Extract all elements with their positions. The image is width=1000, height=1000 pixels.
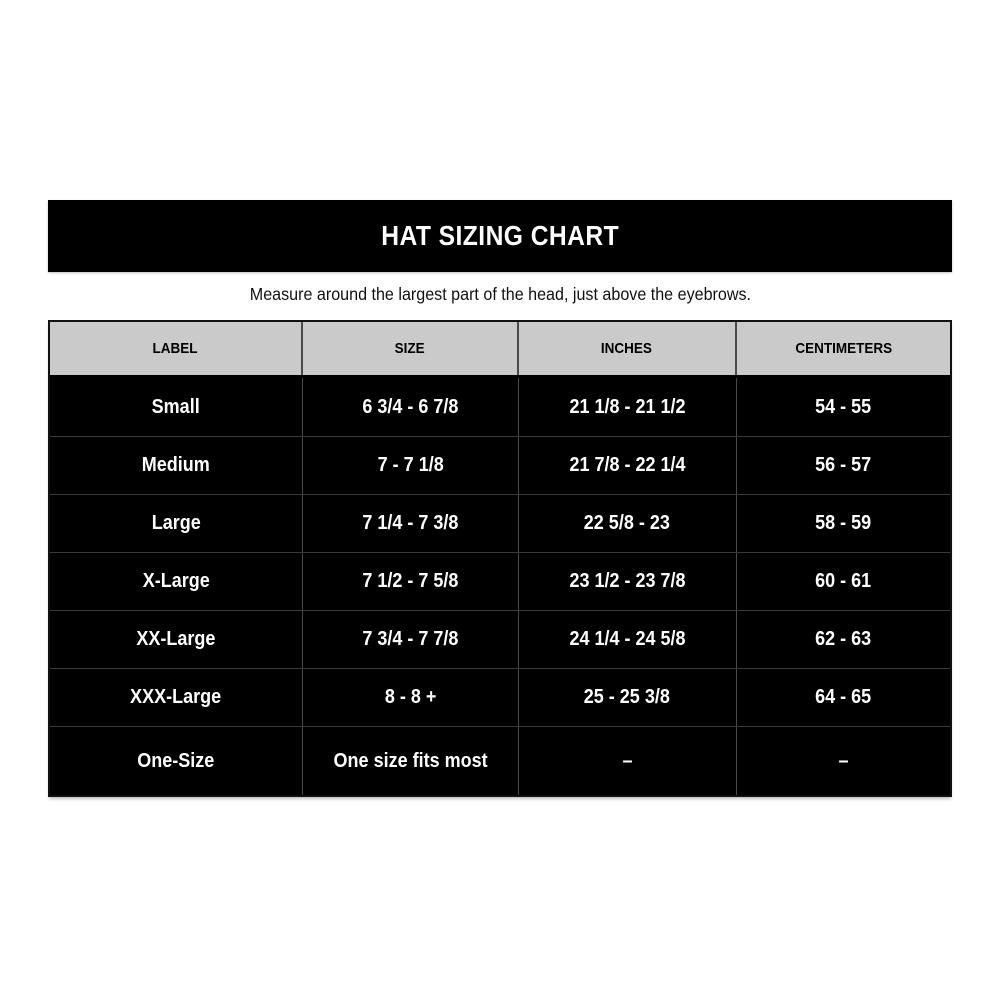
- cell-label: One-Size: [50, 727, 303, 795]
- cell-label: Medium: [50, 437, 303, 494]
- cell-label-text: One-Size: [137, 749, 215, 772]
- title-banner: HAT SIZING CHART: [48, 200, 952, 272]
- cell-label-text: Small: [151, 395, 200, 418]
- cell-size: 8 - 8 +: [303, 669, 519, 726]
- cell-inches: 24 1/4 - 24 5/8: [519, 611, 737, 668]
- cell-label: X-Large: [50, 553, 303, 610]
- table-row-one-size: One-Size One size fits most – –: [50, 726, 950, 795]
- cell-size: 7 1/2 - 7 5/8: [303, 553, 519, 610]
- cell-size: 7 3/4 - 7 7/8: [303, 611, 519, 668]
- cell-inches: 21 7/8 - 22 1/4: [519, 437, 737, 494]
- table-row-xxx-large: XXX-Large 8 - 8 + 25 - 25 3/8 64 - 65: [50, 668, 950, 726]
- column-header-label-text: LABEL: [152, 340, 198, 357]
- table-row-x-large: X-Large 7 1/2 - 7 5/8 23 1/2 - 23 7/8 60…: [50, 552, 950, 610]
- column-header-centimeters-text: CENTIMETERS: [794, 340, 892, 357]
- column-header-size: SIZE: [303, 322, 519, 375]
- cell-size: 7 1/4 - 7 3/8: [303, 495, 519, 552]
- cell-size: 7 - 7 1/8: [303, 437, 519, 494]
- cell-centimeters-text: 54 - 55: [815, 395, 872, 418]
- cell-inches-text: 22 5/8 - 23: [584, 512, 671, 534]
- cell-size-text: 7 3/4 - 7 7/8: [362, 628, 459, 650]
- page-title: HAT SIZING CHART: [381, 220, 619, 251]
- cell-centimeters: 56 - 57: [737, 437, 950, 494]
- cell-centimeters: 62 - 63: [737, 611, 950, 668]
- cell-centimeters-text: 58 - 59: [815, 512, 872, 534]
- cell-centimeters: –: [737, 727, 950, 795]
- cell-inches-text: 25 - 25 3/8: [584, 686, 671, 708]
- table-row-medium: Medium 7 - 7 1/8 21 7/8 - 22 1/4 56 - 57: [50, 436, 950, 494]
- cell-size-text: 6 3/4 - 6 7/8: [362, 395, 459, 418]
- cell-label-text: Large: [151, 512, 201, 534]
- cell-size-text: 8 - 8 +: [384, 686, 437, 708]
- cell-centimeters: 58 - 59: [737, 495, 950, 552]
- cell-inches: 21 1/8 - 21 1/2: [519, 378, 737, 436]
- table-row-large: Large 7 1/4 - 7 3/8 22 5/8 - 23 58 - 59: [50, 494, 950, 552]
- measurement-instructions: Measure around the largest part of the h…: [48, 284, 952, 305]
- cell-centimeters-text: 62 - 63: [815, 628, 872, 650]
- cell-label-text: XX-Large: [136, 628, 216, 650]
- cell-centimeters: 60 - 61: [737, 553, 950, 610]
- cell-centimeters: 54 - 55: [737, 378, 950, 436]
- cell-size: 6 3/4 - 6 7/8: [303, 378, 519, 436]
- sizing-table: LABEL SIZE INCHES CENTIMETERS Small 6 3/…: [48, 320, 952, 797]
- column-header-centimeters: CENTIMETERS: [737, 322, 950, 375]
- cell-label-text: XXX-Large: [130, 686, 222, 708]
- cell-inches-text: –: [622, 749, 633, 772]
- column-header-label: LABEL: [50, 322, 303, 375]
- cell-size-text: One size fits most: [333, 749, 488, 772]
- cell-label-text: Medium: [141, 454, 210, 476]
- cell-inches-text: 23 1/2 - 23 7/8: [569, 570, 686, 592]
- cell-centimeters-text: –: [838, 749, 849, 772]
- measurement-instructions-text: Measure around the largest part of the h…: [249, 284, 751, 304]
- cell-label: XXX-Large: [50, 669, 303, 726]
- cell-inches: 22 5/8 - 23: [519, 495, 737, 552]
- cell-size: One size fits most: [303, 727, 519, 795]
- column-header-inches-text: INCHES: [601, 340, 653, 357]
- cell-size-text: 7 - 7 1/8: [377, 454, 444, 476]
- cell-centimeters: 64 - 65: [737, 669, 950, 726]
- cell-centimeters-text: 60 - 61: [815, 570, 872, 592]
- cell-size-text: 7 1/4 - 7 3/8: [362, 512, 459, 534]
- cell-label: XX-Large: [50, 611, 303, 668]
- cell-inches-text: 21 1/8 - 21 1/2: [569, 395, 686, 418]
- table-header-row: LABEL SIZE INCHES CENTIMETERS: [50, 322, 950, 378]
- cell-inches-text: 24 1/4 - 24 5/8: [569, 628, 686, 650]
- cell-inches: 23 1/2 - 23 7/8: [519, 553, 737, 610]
- cell-inches: –: [519, 727, 737, 795]
- cell-label: Large: [50, 495, 303, 552]
- column-header-size-text: SIZE: [394, 340, 425, 357]
- cell-label-text: X-Large: [142, 570, 210, 592]
- cell-label: Small: [50, 378, 303, 436]
- table-row-small: Small 6 3/4 - 6 7/8 21 1/8 - 21 1/2 54 -…: [50, 378, 950, 436]
- cell-centimeters-text: 64 - 65: [815, 686, 872, 708]
- cell-size-text: 7 1/2 - 7 5/8: [362, 570, 459, 592]
- cell-inches: 25 - 25 3/8: [519, 669, 737, 726]
- table-row-xx-large: XX-Large 7 3/4 - 7 7/8 24 1/4 - 24 5/8 6…: [50, 610, 950, 668]
- cell-centimeters-text: 56 - 57: [815, 454, 872, 476]
- cell-inches-text: 21 7/8 - 22 1/4: [569, 454, 686, 476]
- column-header-inches: INCHES: [519, 322, 737, 375]
